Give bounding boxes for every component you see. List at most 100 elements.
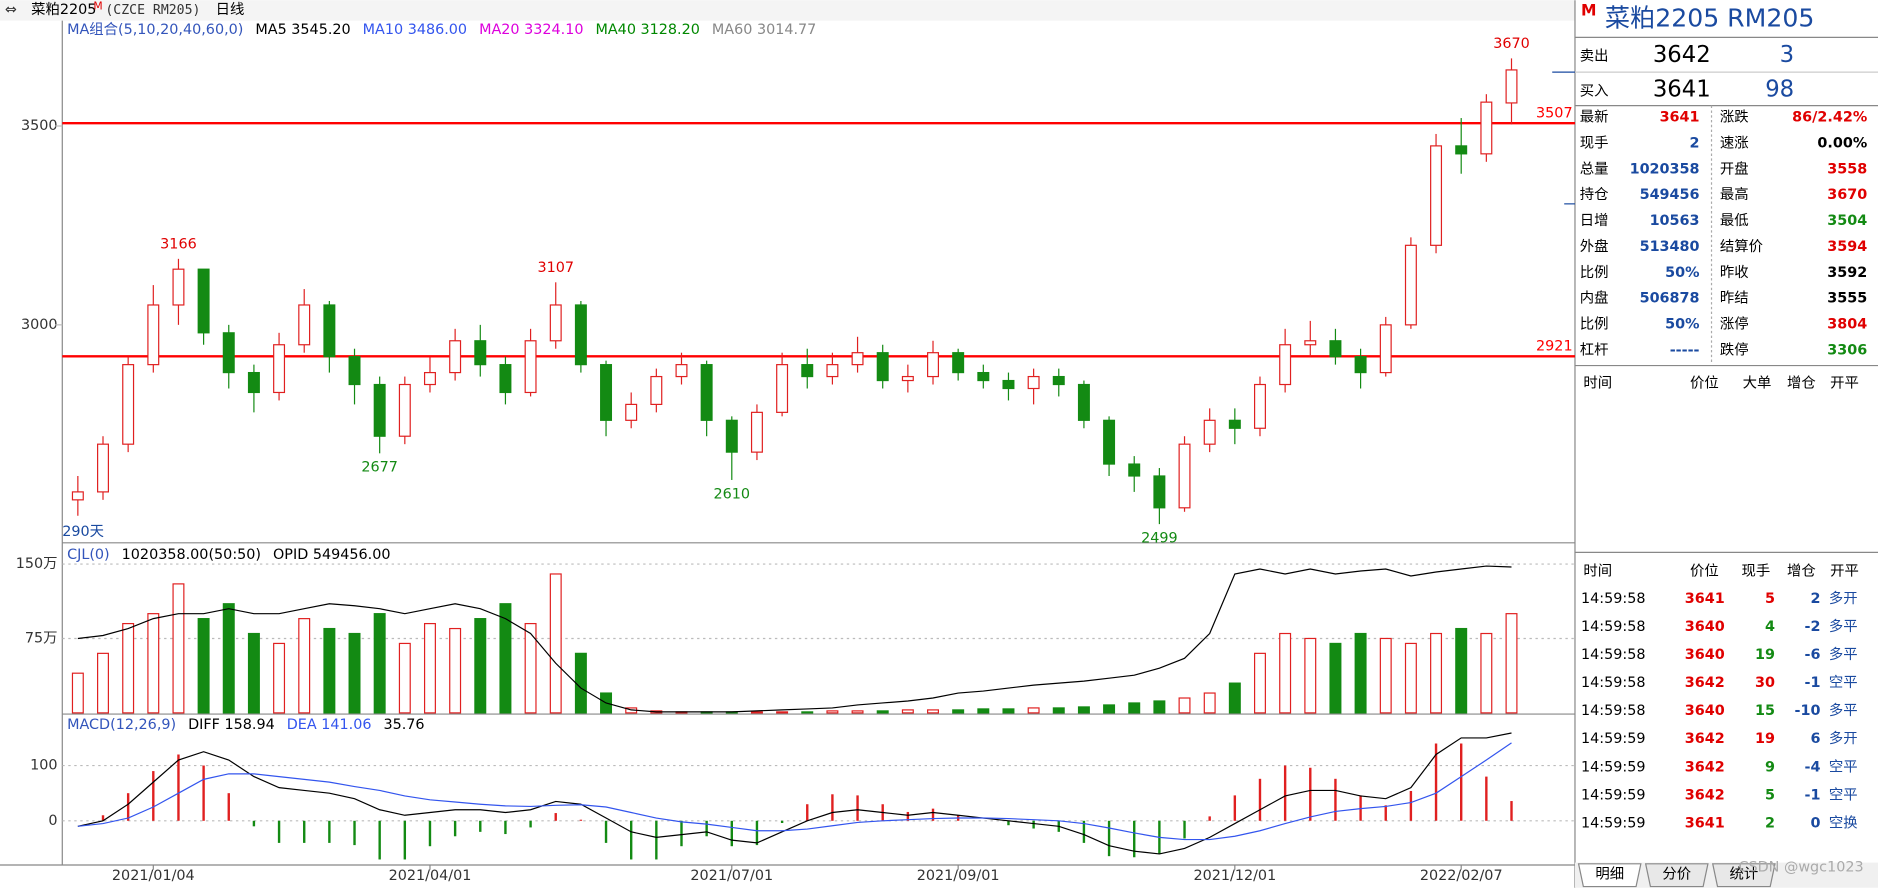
legend-item[interactable]: CJL(0): [67, 547, 110, 563]
candle-body: [298, 304, 311, 346]
candle-body: [423, 371, 436, 386]
y-tick-label: 3500: [21, 118, 58, 134]
candle-body: [197, 268, 210, 334]
trade-cell: 3641: [1685, 591, 1725, 607]
candle-body: [876, 352, 889, 382]
candle-body: [675, 364, 688, 378]
candle-body: [348, 356, 361, 386]
volume-bar: [1052, 707, 1065, 714]
trade-cell: 2: [1811, 591, 1821, 607]
candle-body: [373, 383, 386, 437]
tab[interactable]: [1577, 863, 1642, 888]
trade-cell: -2: [1805, 619, 1821, 635]
volume-bar: [1404, 642, 1417, 714]
candle-body: [1279, 344, 1292, 386]
y-tick-label: 75万: [25, 630, 58, 646]
volume-bar: [549, 573, 562, 714]
period-selector[interactable]: 日线: [216, 1, 245, 18]
legend-item[interactable]: MACD(12,26,9): [67, 717, 176, 733]
candle-body: [1052, 375, 1065, 386]
volume-bar: [97, 652, 109, 714]
volume-bar: [1153, 700, 1166, 714]
quote-value: 1020358: [1630, 161, 1700, 177]
quote-value: 3504: [1827, 213, 1867, 229]
candle-body: [1077, 383, 1090, 421]
quote-label: 昨收: [1720, 264, 1749, 281]
opid-line: [77, 565, 1512, 713]
legend-item: MA40 3128.20: [595, 22, 699, 38]
trade-cell: 14:59:59: [1581, 731, 1646, 747]
trade-cell: 2: [1765, 815, 1775, 831]
volume-bar: [524, 622, 537, 714]
volume-bar: [1455, 627, 1468, 714]
quote-label: 杠杆: [1580, 341, 1609, 358]
legend-item: DEA 141.06: [287, 717, 372, 733]
extreme-label: 2499: [1141, 530, 1178, 546]
candle-body: [851, 352, 864, 366]
candle-body: [1455, 145, 1468, 155]
quote-label: 昨结: [1720, 290, 1749, 307]
x-tick-label: 2021/12/01: [1193, 868, 1276, 884]
extreme-label: 2677: [361, 460, 398, 476]
candle-body: [1379, 324, 1392, 374]
quote-value: 10563: [1650, 213, 1700, 229]
sell-label: 卖出: [1580, 48, 1609, 65]
volume-bar: [247, 632, 260, 714]
trade-cell: 空平: [1829, 786, 1858, 803]
tab-label[interactable]: 分价: [1662, 866, 1691, 883]
price-line-label: 3507: [1536, 106, 1573, 122]
trade-cell: 15: [1755, 703, 1775, 719]
trade-cell: 14:59:58: [1581, 703, 1646, 719]
trade-cell: 4: [1765, 619, 1775, 635]
volume-bar: [474, 618, 487, 714]
quote-label: 开盘: [1720, 159, 1749, 177]
tab[interactable]: [1711, 863, 1776, 888]
trade-cell: -10: [1795, 703, 1821, 719]
trade-cell: 空平: [1829, 758, 1858, 775]
trade-cell: -6: [1805, 647, 1821, 663]
volume-bar: [197, 618, 210, 714]
legend-item: MA10 3486.00: [363, 22, 467, 38]
candle-body: [273, 344, 286, 394]
quote-label: 结算价: [1720, 238, 1763, 255]
quote-flag: M: [1581, 2, 1597, 20]
column-header: 时间: [1583, 375, 1612, 392]
top-bar: [0, 0, 1575, 21]
candle-body: [1128, 463, 1141, 477]
candle-body: [574, 304, 587, 366]
volume-bar: [1002, 708, 1015, 714]
candle-body: [1203, 419, 1216, 445]
trade-cell: -4: [1805, 759, 1821, 775]
legend-item[interactable]: MA组合(5,10,20,40,60,0): [67, 21, 243, 38]
y-tick-label: 100: [30, 758, 57, 774]
quote-value: 3804: [1827, 317, 1867, 333]
candle-body: [499, 364, 512, 394]
tab-label[interactable]: 明细: [1595, 866, 1624, 883]
quote-label: 内盘: [1580, 289, 1609, 307]
volume-bar: [499, 603, 512, 714]
tab[interactable]: [1644, 863, 1709, 888]
volume-bar: [1128, 702, 1141, 714]
column-header: 增仓: [1787, 375, 1816, 392]
trade-cell: 多开: [1829, 590, 1858, 607]
trade-cell: 多平: [1829, 618, 1858, 635]
column-header: 现手: [1741, 563, 1770, 580]
quote-value: 549456: [1640, 187, 1700, 203]
volume-bar: [1304, 637, 1317, 714]
quote-value: 50%: [1665, 317, 1699, 333]
candle-body: [1228, 419, 1241, 429]
volume-bar: [1253, 652, 1266, 714]
column-header: 价位: [1690, 375, 1719, 392]
trade-cell: 多平: [1829, 646, 1858, 663]
candle-body: [122, 364, 135, 445]
candle-body: [549, 304, 562, 342]
quote-label: 最新: [1580, 109, 1609, 126]
buy-price: 3641: [1653, 77, 1711, 103]
trade-cell: 3640: [1685, 703, 1725, 719]
candle-body: [222, 332, 235, 374]
tab-label[interactable]: 统计: [1729, 866, 1758, 883]
quote-label: 最低: [1720, 212, 1749, 229]
candle-body: [600, 364, 613, 421]
volume-bar: [298, 618, 311, 714]
